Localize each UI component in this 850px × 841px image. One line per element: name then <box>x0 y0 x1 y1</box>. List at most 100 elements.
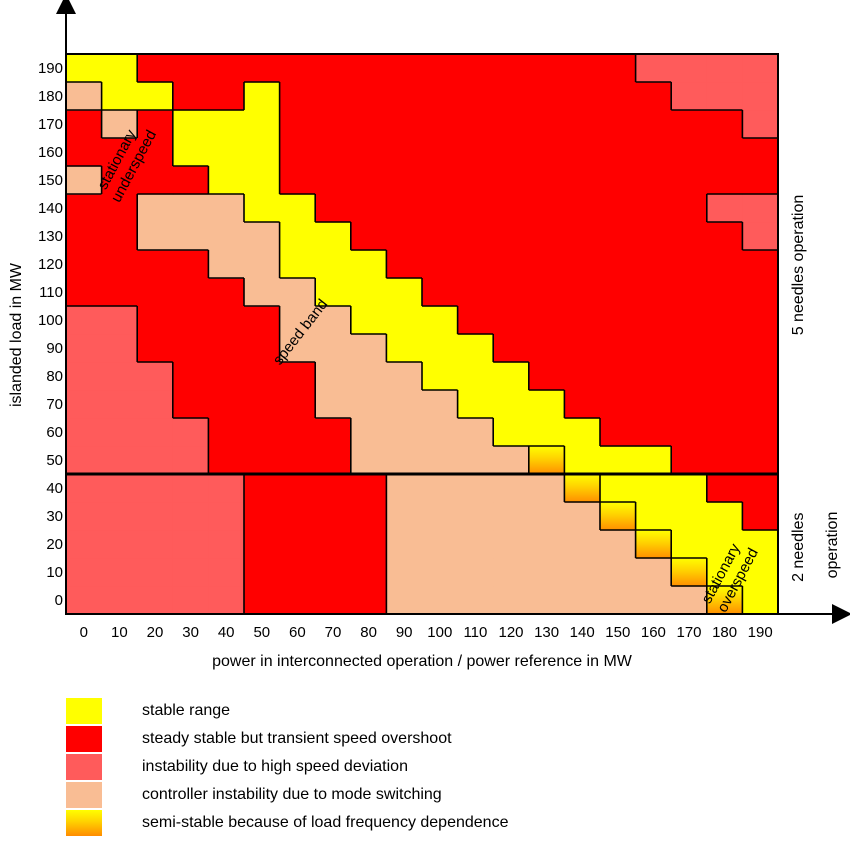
heatmap-cell <box>671 306 708 335</box>
heatmap-cell <box>671 530 708 559</box>
x-tick-label: 10 <box>111 624 128 641</box>
heatmap-cell <box>671 586 708 615</box>
heatmap-cell <box>600 54 637 83</box>
heatmap-cell <box>493 446 530 475</box>
heatmap-cell <box>422 110 459 139</box>
heatmap-cell <box>742 110 779 139</box>
heatmap-cell <box>706 390 743 419</box>
heatmap-cell <box>386 278 423 307</box>
heatmap-cell <box>564 82 601 111</box>
heatmap-cell <box>564 586 601 615</box>
heatmap-cell <box>564 306 601 335</box>
heatmap-cell <box>315 334 352 363</box>
heatmap-cell <box>137 474 174 503</box>
heatmap-cell <box>66 446 103 475</box>
heatmap-cell <box>350 82 387 111</box>
heatmap-cell <box>600 334 637 363</box>
heatmap-cell <box>244 222 281 251</box>
heatmap-cell <box>66 362 103 391</box>
heatmap-cell <box>101 54 138 83</box>
heatmap-cell <box>172 446 209 475</box>
legend-label: stable range <box>142 702 231 719</box>
heatmap-cell <box>564 418 601 447</box>
heatmap-cell <box>66 334 103 363</box>
heatmap-cell <box>742 138 779 167</box>
heatmap-cell <box>101 138 138 167</box>
y-tick-label: 10 <box>46 564 63 581</box>
y-tick-label: 70 <box>46 396 63 413</box>
heatmap-cell <box>457 166 494 195</box>
heatmap-cell <box>208 362 245 391</box>
heatmap-cell <box>528 138 565 167</box>
heatmap-cell <box>137 222 174 251</box>
heatmap-cell <box>137 54 174 83</box>
heatmap-cell <box>350 110 387 139</box>
heatmap-cell <box>172 194 209 223</box>
heatmap-cell <box>386 362 423 391</box>
heatmap-cell <box>742 166 779 195</box>
heatmap-cell <box>742 418 779 447</box>
heatmap-cell <box>386 334 423 363</box>
x-tick-label: 60 <box>289 624 306 641</box>
heatmap-cell <box>172 82 209 111</box>
heatmap-cell <box>208 446 245 475</box>
heatmap-cell <box>101 586 138 615</box>
heatmap-cell <box>208 166 245 195</box>
heatmap-cell <box>208 138 245 167</box>
x-tick-label: 130 <box>534 624 559 641</box>
heatmap-cell <box>386 474 423 503</box>
heatmap-cell <box>493 110 530 139</box>
heatmap-cell <box>279 586 316 615</box>
heatmap-cell <box>457 278 494 307</box>
heatmap-cell <box>137 278 174 307</box>
heatmap-cell <box>315 530 352 559</box>
y-tick-label: 110 <box>39 284 63 301</box>
heatmap-cell <box>528 166 565 195</box>
x-tick-label: 170 <box>676 624 701 641</box>
heatmap-cell <box>457 418 494 447</box>
heatmap-cell <box>742 474 779 503</box>
heatmap-cell <box>244 530 281 559</box>
heatmap-cell <box>528 530 565 559</box>
heatmap-cell <box>422 390 459 419</box>
heatmap-cell <box>742 250 779 279</box>
x-tick-label: 80 <box>360 624 377 641</box>
heatmap-cell <box>457 558 494 587</box>
heatmap-cell <box>600 446 637 475</box>
heatmap-cell <box>706 82 743 111</box>
heatmap-cell <box>493 586 530 615</box>
heatmap-cell <box>244 166 281 195</box>
heatmap-cell <box>244 54 281 83</box>
heatmap-cell <box>493 82 530 111</box>
heatmap-cell <box>742 390 779 419</box>
heatmap-cell <box>422 446 459 475</box>
heatmap-cell <box>315 250 352 279</box>
heatmap-cell <box>66 54 103 83</box>
heatmap-cell <box>350 222 387 251</box>
x-tick-label: 150 <box>605 624 630 641</box>
x-tick-label: 70 <box>325 624 342 641</box>
heatmap-cell <box>137 502 174 531</box>
heatmap-cell <box>208 558 245 587</box>
heatmap-cell <box>279 558 316 587</box>
heatmap-cell <box>742 278 779 307</box>
heatmap-cell <box>635 362 672 391</box>
heatmap-cell <box>528 278 565 307</box>
heatmap-cell <box>279 530 316 559</box>
heatmap-cell <box>635 418 672 447</box>
heatmap-cell <box>315 138 352 167</box>
heatmap-cell <box>350 54 387 83</box>
heatmap-cell <box>493 558 530 587</box>
heatmap-cell <box>706 250 743 279</box>
heatmap-cell <box>671 418 708 447</box>
heatmap-cell <box>279 278 316 307</box>
y-tick-label: 0 <box>55 592 63 609</box>
heatmap-cell <box>350 278 387 307</box>
heatmap-cell <box>101 82 138 111</box>
x-tick-label: 40 <box>218 624 235 641</box>
heatmap-cell <box>172 110 209 139</box>
heatmap-cell <box>635 586 672 615</box>
heatmap-cell <box>101 166 138 195</box>
heatmap-cell <box>244 82 281 111</box>
heatmap-cell <box>635 222 672 251</box>
